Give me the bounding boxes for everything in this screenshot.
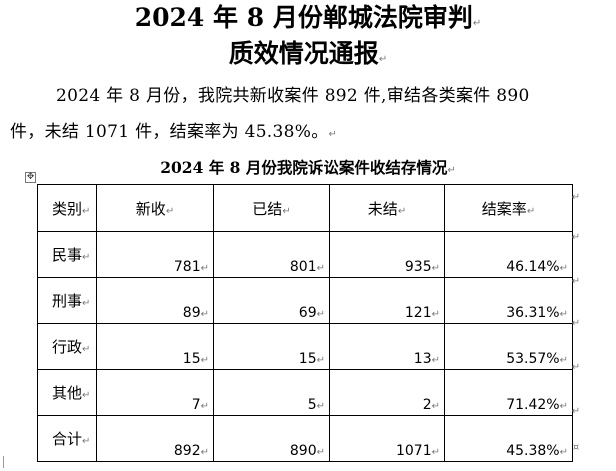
row-end-mark: ↵: [571, 276, 581, 287]
table-row: 行政↵ 15↵ 15↵ 13↵ 53.57%↵: [37, 323, 573, 370]
pending-cases-cell: 935↵: [329, 231, 445, 278]
table-row: 民事↵ 781↵ 801↵ 935↵ 46.14%↵: [37, 231, 573, 278]
closure-rate-cell: 53.57%↵: [444, 323, 573, 370]
closure-rate-cell: 71.42%↵: [444, 369, 573, 416]
closure-rate-cell: 46.14%↵: [444, 231, 573, 278]
table-row: 其他↵ 7↵ 5↵ 2↵ 71.42%↵: [37, 369, 573, 416]
header-cell: 已结↵: [213, 184, 330, 232]
pending-cases-cell: 121↵: [329, 277, 445, 324]
header-cell: 未结↵: [329, 184, 445, 232]
row-end-mark: ¤: [572, 442, 580, 453]
pending-cases-cell: 2↵: [329, 369, 445, 416]
new-cases-cell: 7↵: [96, 369, 214, 416]
category-cell: 合计↵: [37, 415, 97, 462]
closure-rate-cell: 45.38%↵: [444, 415, 573, 462]
row-end-mark: ↵: [571, 406, 581, 417]
row-end-mark: ↵: [571, 232, 581, 243]
category-cell: 刑事↵: [37, 277, 97, 324]
closure-rate-cell: 36.31%↵: [444, 277, 573, 324]
table-total-row: 合计↵ 892↵ 890↵ 1071↵ 45.38%↵: [37, 415, 573, 462]
row-end-mark: ↵: [571, 192, 581, 203]
closed-cases-cell: 801↵: [213, 231, 330, 278]
new-cases-cell: 781↵: [96, 231, 214, 278]
header-cell: 新收↵: [96, 184, 214, 232]
body-paragraph-line-1: 2024 年 8 月份，我院共新收案件 892 件,审结各类案件 890: [56, 86, 530, 106]
table-caption: 2024 年 8 月份我院诉讼案件收结存情况↵: [160, 158, 456, 177]
document-title-line-1: 2024 年 8 月份郸城法院审判↵: [134, 3, 482, 32]
table-move-handle-icon[interactable]: ✥: [25, 172, 36, 183]
text-cursor: [3, 456, 4, 468]
closed-cases-cell: 15↵: [213, 323, 330, 370]
table-header-row: 类别↵ 新收↵ 已结↵ 未结↵ 结案率↵: [37, 184, 573, 232]
new-cases-cell: 15↵: [96, 323, 214, 370]
closed-cases-cell: 5↵: [213, 369, 330, 416]
category-cell: 其他↵: [37, 369, 97, 416]
header-cell: 类别↵: [37, 184, 97, 232]
category-cell: 行政↵: [37, 323, 97, 370]
row-end-mark: ↵: [571, 362, 581, 373]
body-paragraph-line-2: 件，未结 1071 件，结案率为 45.38%。↵: [10, 122, 338, 142]
row-end-mark: ↵: [571, 318, 581, 329]
closed-cases-cell: 890↵: [213, 415, 330, 462]
document-title-line-2: 质效情况通报↵: [228, 39, 388, 68]
table-row: 刑事↵ 89↵ 69↵ 121↵ 36.31%↵: [37, 277, 573, 324]
pending-cases-cell: 1071↵: [329, 415, 445, 462]
pending-cases-cell: 13↵: [329, 323, 445, 370]
header-cell: 结案率↵: [444, 184, 573, 232]
new-cases-cell: 89↵: [96, 277, 214, 324]
category-cell: 民事↵: [37, 231, 97, 278]
new-cases-cell: 892↵: [96, 415, 214, 462]
case-statistics-table: 类别↵ 新收↵ 已结↵ 未结↵ 结案率↵ 民事↵ 781↵ 801↵ 935↵ …: [37, 184, 573, 462]
closed-cases-cell: 69↵: [213, 277, 330, 324]
